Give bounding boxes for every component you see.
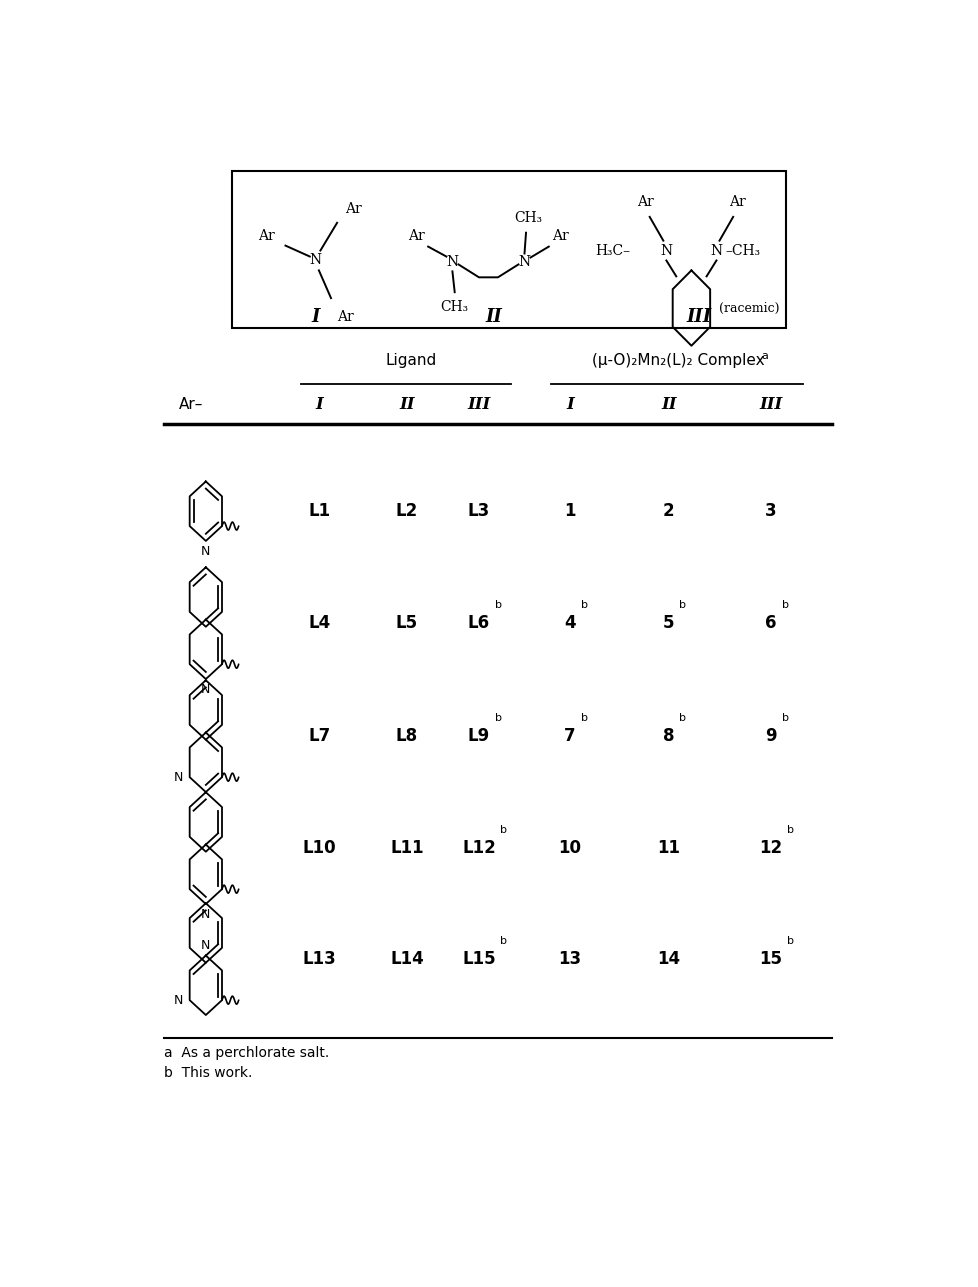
Text: L7: L7: [308, 727, 331, 745]
Text: Ar: Ar: [552, 229, 569, 243]
Text: (racemic): (racemic): [719, 301, 778, 314]
Text: L3: L3: [467, 502, 490, 520]
Text: L8: L8: [395, 727, 418, 745]
Text: N: N: [200, 938, 210, 951]
Text: I: I: [311, 308, 320, 326]
Text: 5: 5: [662, 614, 674, 632]
Text: N: N: [174, 994, 184, 1006]
Text: III: III: [686, 308, 711, 326]
Text: b: b: [679, 713, 686, 723]
Text: N: N: [518, 255, 530, 269]
Text: L4: L4: [308, 614, 331, 632]
Text: 8: 8: [662, 727, 674, 745]
Text: b: b: [495, 600, 502, 610]
Text: 13: 13: [557, 950, 581, 968]
Text: 7: 7: [563, 727, 575, 745]
Text: Ar: Ar: [729, 194, 745, 208]
Text: L6: L6: [467, 614, 490, 632]
Text: Ar–: Ar–: [179, 396, 203, 412]
Text: b: b: [780, 713, 788, 723]
Text: H₃C–: H₃C–: [595, 243, 629, 257]
Text: III: III: [759, 395, 781, 413]
Text: Ar: Ar: [636, 194, 653, 208]
Text: (μ-O)₂Mn₂(L)₂ Complex: (μ-O)₂Mn₂(L)₂ Complex: [592, 354, 764, 368]
Text: II: II: [660, 395, 676, 413]
Text: L9: L9: [467, 727, 490, 745]
Text: –CH₃: –CH₃: [725, 243, 760, 257]
FancyBboxPatch shape: [232, 171, 785, 328]
Text: L15: L15: [462, 950, 495, 968]
Text: a: a: [761, 350, 768, 360]
Text: Ar: Ar: [258, 229, 275, 243]
Text: 14: 14: [656, 950, 680, 968]
Text: b: b: [786, 825, 793, 835]
Text: CH₃: CH₃: [513, 211, 542, 225]
Text: Ar: Ar: [336, 310, 353, 324]
Text: II: II: [399, 395, 415, 413]
Text: CH₃: CH₃: [440, 300, 468, 314]
Text: N: N: [446, 255, 458, 269]
Text: L13: L13: [302, 950, 336, 968]
Text: b  This work.: b This work.: [164, 1066, 252, 1080]
Text: a  As a perchlorate salt.: a As a perchlorate salt.: [164, 1046, 329, 1060]
Text: Ar: Ar: [344, 202, 361, 216]
Text: 11: 11: [656, 839, 680, 857]
Text: L11: L11: [389, 839, 423, 857]
Text: Ar: Ar: [407, 229, 423, 243]
Text: 12: 12: [759, 839, 781, 857]
Text: 3: 3: [765, 502, 777, 520]
Text: N: N: [174, 771, 184, 784]
Text: L10: L10: [302, 839, 336, 857]
Text: N: N: [200, 909, 210, 921]
Text: 15: 15: [759, 950, 781, 968]
Text: N: N: [200, 544, 210, 557]
Text: b: b: [679, 600, 686, 610]
Text: N: N: [659, 243, 672, 257]
Text: II: II: [485, 308, 502, 326]
Text: L12: L12: [462, 839, 495, 857]
Text: Ligand: Ligand: [384, 354, 436, 368]
Text: 4: 4: [563, 614, 575, 632]
Text: b: b: [500, 936, 507, 946]
Text: b: b: [500, 825, 507, 835]
Text: L14: L14: [389, 950, 423, 968]
Text: 2: 2: [662, 502, 674, 520]
Text: L2: L2: [395, 502, 418, 520]
Text: 1: 1: [563, 502, 575, 520]
Text: I: I: [316, 395, 323, 413]
Text: b: b: [580, 600, 587, 610]
Text: L5: L5: [395, 614, 418, 632]
Text: 10: 10: [558, 839, 581, 857]
Text: I: I: [565, 395, 573, 413]
Text: b: b: [786, 936, 793, 946]
Text: III: III: [467, 395, 490, 413]
Text: 9: 9: [765, 727, 777, 745]
Text: L1: L1: [308, 502, 331, 520]
Text: b: b: [780, 600, 788, 610]
Text: N: N: [710, 243, 722, 257]
Text: 6: 6: [765, 614, 776, 632]
Text: b: b: [495, 713, 502, 723]
Text: N: N: [200, 683, 210, 696]
Text: b: b: [580, 713, 587, 723]
Text: N: N: [309, 254, 322, 268]
